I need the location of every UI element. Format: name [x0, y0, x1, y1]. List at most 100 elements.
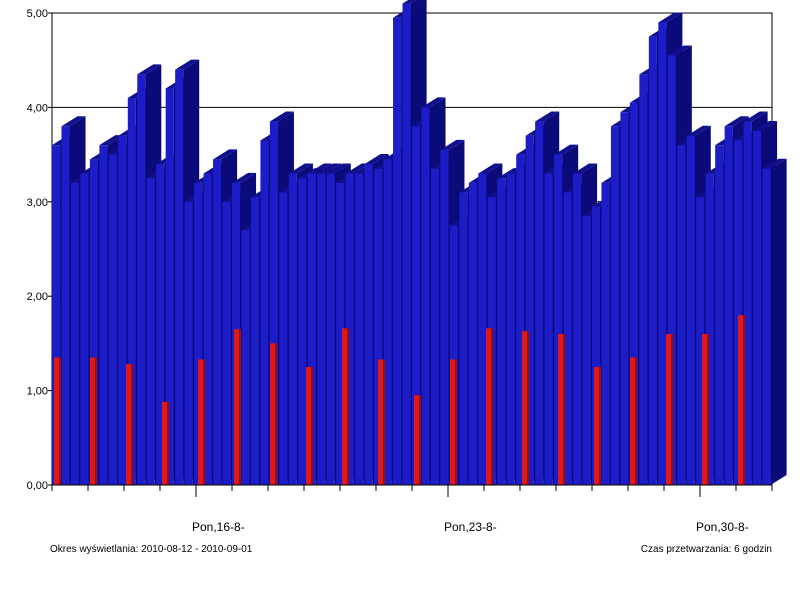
bar-front — [430, 168, 439, 485]
bar-top — [667, 45, 692, 56]
bar-top — [326, 163, 351, 174]
bar-front — [468, 182, 477, 486]
bar-top — [345, 163, 370, 174]
bar-front — [213, 159, 222, 485]
bar-shade — [167, 401, 169, 485]
bar-front — [715, 145, 724, 485]
bar-front — [108, 154, 117, 485]
bar-front — [563, 192, 572, 486]
axes — [48, 12, 773, 497]
bar-front — [250, 197, 259, 485]
bar-top — [137, 64, 162, 75]
bar-shade — [59, 357, 61, 485]
bar-front — [658, 22, 667, 485]
bar-shade — [383, 359, 385, 485]
bar-top — [421, 97, 446, 108]
bar-front — [601, 182, 610, 486]
bar-shade — [203, 359, 205, 485]
bar — [198, 359, 205, 485]
bar-front — [743, 121, 752, 485]
bar-front — [506, 173, 515, 486]
bar-top — [317, 163, 342, 174]
bar-front — [753, 131, 762, 485]
bar-front — [702, 333, 709, 485]
bar-top — [724, 116, 749, 127]
bar-front — [535, 121, 544, 485]
bar-front — [355, 173, 364, 486]
bar — [234, 329, 241, 485]
bar — [702, 333, 709, 485]
bar-top — [554, 144, 579, 155]
bar-front — [61, 126, 70, 485]
bar-top — [364, 154, 389, 165]
bar-shade — [563, 333, 565, 485]
bar-front — [677, 145, 686, 485]
bar-top — [288, 163, 313, 174]
bar-front — [544, 173, 553, 486]
bar-front — [573, 173, 582, 486]
bar — [522, 331, 529, 485]
y-tick-label: 5,00 — [27, 8, 48, 20]
y-tick-label: 2,00 — [27, 291, 48, 303]
bar — [450, 359, 457, 485]
bar-shade — [239, 329, 241, 485]
bar-front — [260, 140, 269, 485]
bar-front — [374, 168, 383, 485]
bar-shade — [347, 328, 349, 485]
bar-shade — [635, 357, 637, 485]
bar-front — [639, 74, 648, 486]
bar-top — [478, 163, 503, 174]
bar — [630, 357, 637, 485]
bar-front — [414, 395, 421, 485]
bar-front — [440, 149, 449, 485]
bar — [54, 357, 61, 485]
bar-shade — [707, 333, 709, 485]
bar-top — [232, 172, 257, 183]
bar-front — [345, 173, 354, 486]
bar-front — [175, 69, 184, 485]
bar-front — [450, 359, 457, 485]
x-tick-label: Pon,23-8- — [444, 520, 497, 534]
bar-front — [383, 159, 392, 485]
bar-front — [620, 112, 629, 486]
bar-front — [162, 401, 169, 485]
bar-front — [592, 206, 601, 485]
bar — [558, 333, 565, 485]
bar — [306, 367, 313, 485]
bar-shade — [527, 331, 529, 485]
bar-side — [770, 158, 787, 485]
bar — [378, 359, 385, 485]
bar-top — [175, 59, 200, 70]
bar-front — [738, 315, 745, 485]
bar-front — [629, 102, 638, 486]
bar-front — [582, 215, 591, 485]
bar — [162, 401, 169, 485]
bar-front — [184, 201, 193, 486]
bar-front — [486, 328, 493, 485]
bar-front — [146, 178, 155, 485]
bar-front — [459, 192, 468, 486]
bar-front — [696, 197, 705, 485]
bar-front — [70, 182, 79, 486]
bar — [486, 328, 493, 485]
bar-front — [336, 182, 345, 486]
bar-front — [393, 17, 402, 485]
bar — [414, 395, 421, 485]
bar-front — [156, 164, 165, 486]
bar-front — [762, 168, 771, 485]
bar-front — [666, 333, 673, 485]
bar-top — [99, 135, 124, 146]
bar-top — [753, 121, 778, 131]
bar-front — [421, 107, 430, 486]
bar-front — [648, 36, 657, 485]
bar-front — [269, 121, 278, 485]
bar-front — [241, 230, 250, 485]
bar-shade — [95, 357, 97, 485]
bar-front — [234, 329, 241, 485]
bar-front — [525, 135, 534, 485]
bar — [126, 364, 133, 485]
bar-front — [478, 173, 487, 486]
bar-front — [165, 88, 174, 486]
bar-shade — [419, 395, 421, 485]
